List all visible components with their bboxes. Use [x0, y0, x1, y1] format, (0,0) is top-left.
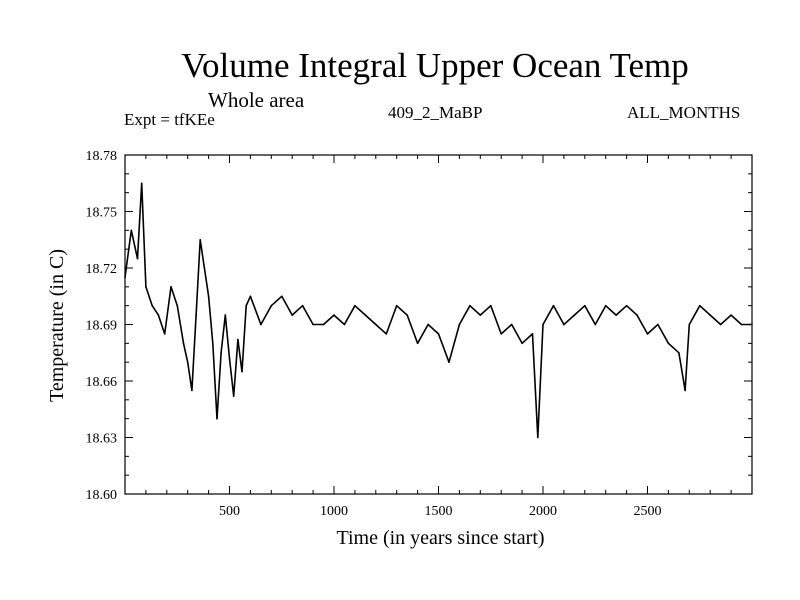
data-point — [594, 323, 597, 326]
data-point — [416, 342, 419, 345]
y-tick-label: 18.72 — [86, 262, 118, 277]
data-point — [657, 323, 659, 326]
data-point — [469, 304, 471, 307]
data-point — [364, 314, 367, 316]
data-point — [437, 333, 440, 335]
data-point — [186, 361, 189, 363]
data-point — [510, 323, 513, 326]
data-point — [291, 314, 294, 316]
data-point — [521, 342, 523, 345]
data-point — [237, 338, 239, 341]
data-point — [563, 323, 565, 326]
data-point — [636, 314, 638, 316]
data-point — [500, 333, 503, 335]
data-point — [224, 314, 227, 316]
data-point — [615, 314, 617, 316]
data-point — [245, 304, 248, 307]
data-point — [280, 295, 283, 298]
x-tick-label: 500 — [219, 504, 240, 519]
data-point — [228, 357, 231, 360]
data-point — [479, 314, 482, 316]
axis-tick-labels: 18.60 18.63 18.66 18.69 18.72 18.75 18.78 500 10… — [86, 149, 662, 519]
data-point — [604, 304, 607, 307]
x-tick-label: 1000 — [320, 504, 348, 519]
data-point — [536, 436, 539, 439]
data-point — [207, 295, 210, 298]
data-point — [625, 304, 628, 307]
data-point — [312, 323, 314, 326]
data-point — [709, 314, 711, 316]
experiment-label: Expt = tfKEe — [124, 110, 215, 129]
data-point — [354, 304, 356, 307]
data-point — [260, 323, 262, 326]
y-tick-label: 18.78 — [86, 149, 118, 164]
y-tick-label: 18.66 — [86, 375, 118, 390]
data-point — [191, 389, 193, 392]
data-point — [157, 314, 160, 316]
data-point — [151, 304, 153, 307]
data-point — [688, 323, 691, 326]
data-point — [684, 389, 686, 392]
data-point — [195, 314, 197, 316]
data-point — [301, 304, 304, 307]
data-point — [130, 229, 133, 232]
chart-title: Volume Integral Upper Ocean Temp — [181, 46, 689, 85]
data-point — [176, 304, 179, 307]
data-point — [667, 342, 670, 345]
data-point — [249, 295, 252, 298]
x-tick-label: 1500 — [425, 504, 453, 519]
data-point — [216, 417, 218, 420]
series-line — [124, 182, 752, 439]
data-point — [136, 257, 139, 260]
y-tick-label: 18.63 — [86, 432, 118, 447]
data-point — [584, 304, 586, 307]
data-point — [678, 351, 680, 354]
y-tick-label: 18.60 — [86, 488, 118, 503]
months-label: ALL_MONTHS — [627, 103, 741, 122]
data-point — [163, 333, 166, 335]
data-point — [406, 314, 408, 316]
data-point — [385, 333, 388, 335]
data-point — [343, 323, 346, 326]
data-point — [182, 342, 185, 345]
data-point — [730, 314, 732, 316]
x-axis-label: Time (in years since start) — [336, 527, 544, 549]
data-point — [170, 286, 172, 288]
data-point — [211, 342, 214, 345]
x-tick-label: 2000 — [529, 504, 557, 519]
y-tick-label: 18.69 — [86, 319, 118, 334]
data-point — [375, 323, 377, 326]
data-point — [322, 323, 325, 326]
y-tick-label: 18.75 — [86, 206, 118, 221]
data-point — [270, 304, 273, 307]
series-group — [124, 182, 753, 439]
data-point — [145, 286, 147, 288]
data-point — [448, 361, 450, 363]
data-point — [489, 304, 492, 307]
data-point — [232, 395, 235, 397]
data-point — [573, 314, 576, 316]
data-point — [698, 304, 701, 307]
data-point — [458, 323, 461, 326]
plot-frame — [124, 154, 753, 495]
data-point — [395, 304, 398, 307]
data-point — [241, 370, 243, 373]
data-point — [646, 333, 649, 335]
data-point — [333, 314, 335, 316]
data-point — [531, 333, 534, 335]
x-tick-label: 2500 — [634, 504, 662, 519]
data-point — [427, 323, 429, 326]
chart-subtitle: Whole area — [208, 88, 305, 112]
data-point — [199, 238, 202, 241]
data-point — [542, 323, 544, 326]
data-point — [220, 351, 222, 354]
data-point — [719, 323, 722, 326]
run-label: 409_2_MaBP — [388, 103, 483, 122]
data-point — [203, 267, 206, 269]
data-point — [552, 304, 555, 307]
data-point — [140, 182, 143, 185]
y-axis-label: Temperature (in C) — [46, 249, 68, 402]
data-point — [740, 323, 743, 326]
